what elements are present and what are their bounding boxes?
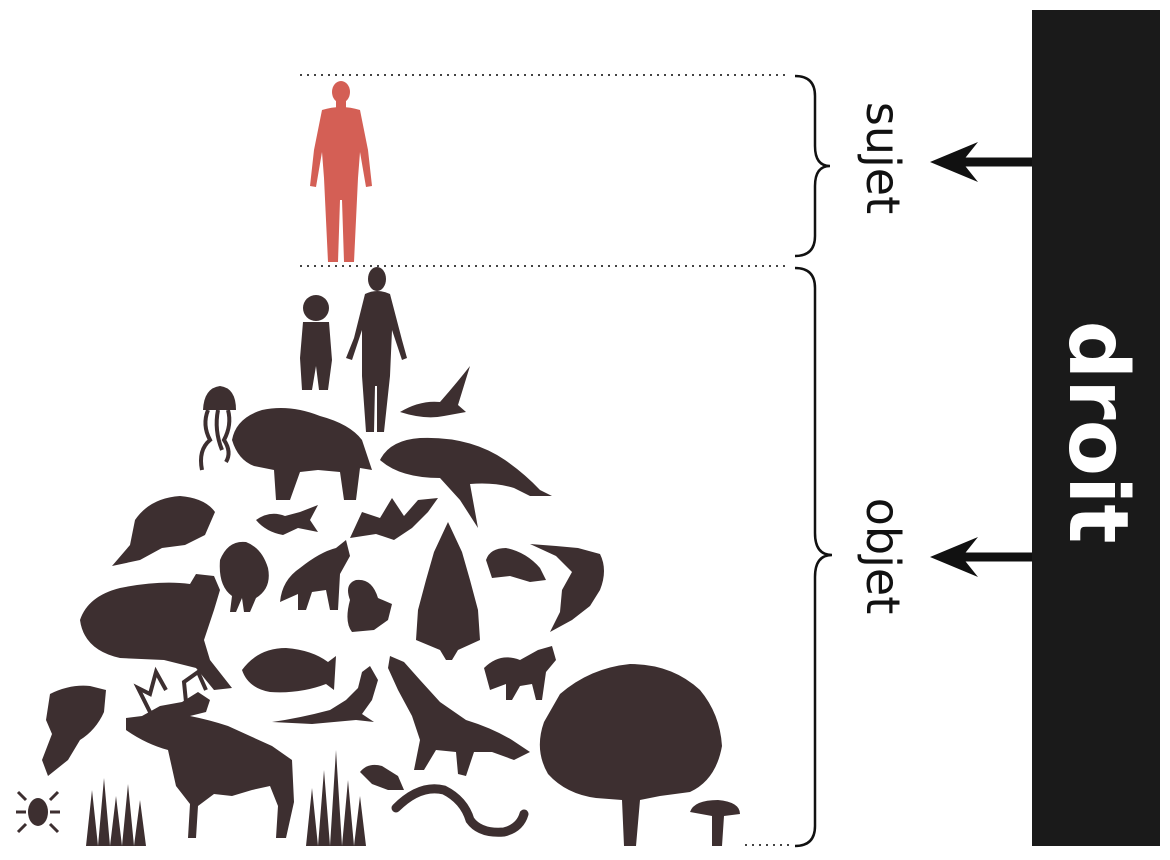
wolf-icon [388, 656, 530, 776]
eagle-icon [400, 366, 470, 418]
goldfish-icon [42, 685, 106, 776]
piranha-icon [242, 648, 336, 693]
tick-icon [16, 790, 60, 834]
droit-label: droit [1050, 320, 1145, 544]
bison-icon [232, 408, 372, 500]
elk-icon [126, 666, 294, 838]
woman-icon [346, 267, 407, 432]
pine-tree-icon [416, 522, 480, 660]
child-icon [300, 295, 332, 390]
sea-lion-icon [80, 574, 232, 690]
arrow-to-objet [930, 537, 1032, 577]
jellyfish-icon [199, 386, 236, 471]
human-figure-icon [310, 81, 372, 262]
shark-icon [530, 544, 604, 632]
fox-icon [280, 540, 350, 610]
frog-icon [486, 548, 546, 582]
droit-bar [1032, 10, 1160, 846]
squirrel-icon [347, 579, 392, 632]
objet-brace [794, 266, 833, 848]
whale-icon [380, 437, 552, 528]
chicken-icon [219, 541, 269, 612]
mushroom-icon [690, 800, 740, 846]
oak-tree-icon [539, 664, 722, 846]
sujet-label: sujet [856, 101, 910, 215]
sujet-brace [794, 74, 831, 258]
snake-icon [391, 784, 529, 837]
bat-icon [350, 498, 438, 540]
lizard-icon [272, 666, 378, 724]
jackal-icon [484, 646, 556, 700]
beaver-icon [112, 496, 215, 566]
fish-icon [256, 505, 318, 535]
grass-icon [86, 778, 146, 846]
flowers-icon [306, 750, 366, 846]
mouse-icon [360, 764, 404, 790]
arrow-to-sujet [930, 142, 1032, 182]
objet-label: objet [856, 497, 910, 615]
